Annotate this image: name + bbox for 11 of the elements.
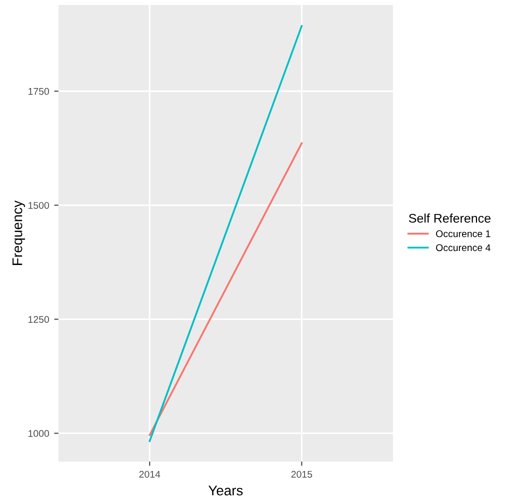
legend-title: Self Reference <box>408 214 491 223</box>
y-tick-label: 1000 <box>28 430 50 437</box>
y-tick-label: 1250 <box>28 316 50 323</box>
legend-label: Occurence 4 <box>436 244 490 252</box>
y-tick-label: 1500 <box>28 202 50 209</box>
y-axis-title: Frequency <box>12 200 25 265</box>
y-tick-label: 1750 <box>28 88 50 95</box>
x-axis-title: Years <box>208 486 243 496</box>
x-tick-label: 2015 <box>291 470 312 478</box>
x-tick-label: 2014 <box>139 470 160 478</box>
legend-label: Occurence 1 <box>436 230 490 238</box>
